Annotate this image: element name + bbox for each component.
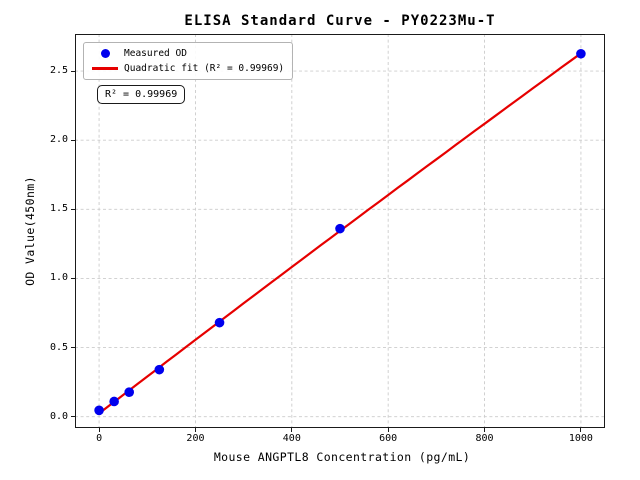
- data-point: [576, 48, 586, 59]
- legend: Measured OD Quadratic fit (R² = 0.99969): [83, 42, 294, 80]
- x-tick-label: 200: [186, 433, 205, 444]
- x-tick-label: 0: [96, 433, 103, 444]
- y-tick-label: 2.0: [49, 134, 68, 146]
- y-tick-label: 0.0: [49, 410, 68, 422]
- chart-title: ELISA Standard Curve - PY0223Mu-T: [184, 13, 496, 29]
- plot-frame: [75, 34, 605, 428]
- x-tick-label: 800: [475, 433, 494, 444]
- data-point: [214, 317, 225, 328]
- r2-annotation: R² = 0.99969: [97, 85, 186, 104]
- x-tick-mark: [291, 428, 293, 432]
- x-tick-mark: [387, 428, 389, 432]
- y-tick-mark: [71, 277, 75, 279]
- legend-entry-quadratic-fit: Quadratic fit (R² = 0.99969): [91, 61, 284, 76]
- y-tick-label: 0.5: [49, 341, 68, 353]
- red-line-icon: [92, 67, 118, 70]
- data-point: [109, 396, 119, 407]
- x-tick-mark: [98, 428, 100, 432]
- x-tick-mark: [484, 428, 486, 432]
- x-tick-label: 400: [282, 433, 301, 444]
- y-tick-label: 1.5: [49, 203, 68, 215]
- data-point: [154, 364, 165, 375]
- x-tick-mark: [580, 428, 582, 432]
- y-tick-mark: [71, 347, 75, 349]
- legend-label-measured-od: Measured OD: [124, 48, 187, 59]
- legend-entry-measured-od: Measured OD: [91, 46, 284, 61]
- y-tick-label: 1.0: [49, 272, 68, 284]
- legend-label-quadratic-fit: Quadratic fit (R² = 0.99969): [124, 63, 285, 74]
- y-tick-mark: [71, 70, 75, 72]
- data-point: [335, 223, 345, 234]
- y-tick-mark: [71, 416, 75, 418]
- y-tick-mark: [71, 208, 75, 210]
- data-point: [124, 387, 135, 397]
- y-axis-label: OD Value(450nm): [23, 176, 37, 286]
- y-tick-mark: [71, 139, 75, 141]
- y-tick-label: 2.5: [49, 65, 68, 77]
- x-tick-label: 600: [379, 433, 398, 444]
- data-point: [94, 405, 104, 416]
- x-axis-label: Mouse ANGPTL8 Concentration (pg/mL): [213, 450, 471, 464]
- plot-area: Measured OD Quadratic fit (R² = 0.99969)…: [75, 34, 605, 428]
- chart-canvas: [75, 34, 605, 428]
- x-tick-label: 1000: [568, 433, 593, 444]
- blue-dot-icon: [100, 49, 110, 58]
- x-tick-mark: [194, 428, 196, 432]
